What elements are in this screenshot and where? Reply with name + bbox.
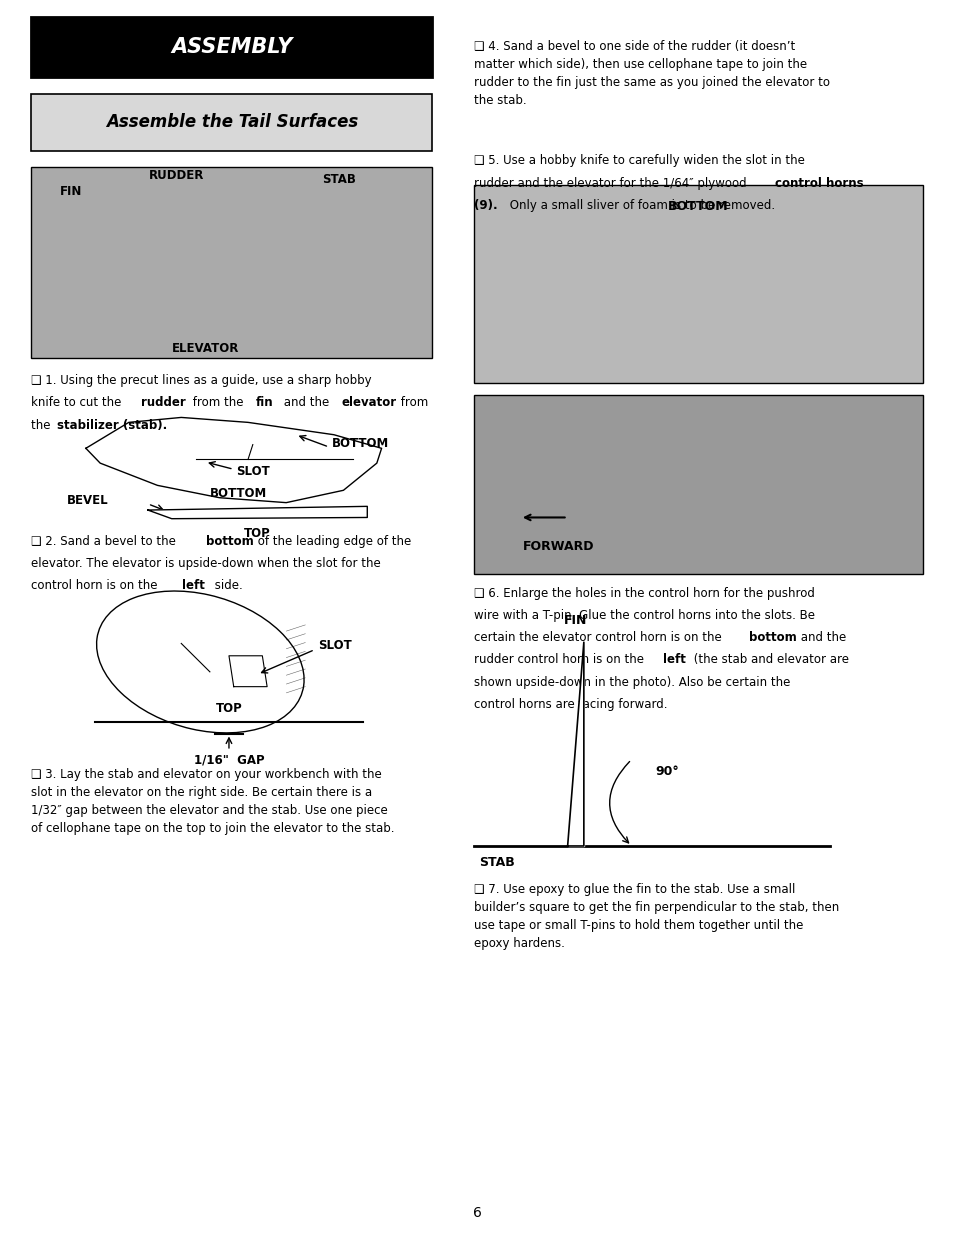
Text: (9).: (9). — [474, 199, 497, 212]
Text: and the: and the — [796, 631, 845, 645]
Text: rudder control horn is on the: rudder control horn is on the — [474, 653, 647, 667]
Text: SLOT: SLOT — [317, 640, 351, 652]
Text: BEVEL: BEVEL — [67, 494, 109, 506]
Text: ❑ 7. Use epoxy to glue the fin to the stab. Use a small
builder’s square to get : ❑ 7. Use epoxy to glue the fin to the st… — [474, 883, 839, 950]
Text: BOTTOM: BOTTOM — [667, 200, 728, 214]
Text: BOTTOM: BOTTOM — [210, 487, 267, 500]
Text: the: the — [31, 419, 54, 432]
Text: BOTTOM: BOTTOM — [332, 437, 389, 450]
FancyBboxPatch shape — [24, 12, 929, 1223]
Text: Only a small sliver of foam is to be removed.: Only a small sliver of foam is to be rem… — [505, 199, 774, 212]
FancyBboxPatch shape — [31, 94, 432, 151]
Text: shown upside-down in the photo). Also be certain the: shown upside-down in the photo). Also be… — [474, 676, 790, 689]
Text: (the stab and elevator are: (the stab and elevator are — [689, 653, 848, 667]
Text: FIN: FIN — [563, 614, 587, 627]
Text: 6: 6 — [472, 1205, 481, 1220]
Text: fin: fin — [255, 396, 273, 410]
Text: ASSEMBLY: ASSEMBLY — [171, 37, 293, 57]
Text: control horns are facing forward.: control horns are facing forward. — [474, 698, 667, 711]
Text: RUDDER: RUDDER — [149, 169, 204, 182]
Text: bottom: bottom — [748, 631, 796, 645]
Text: elevator. The elevator is upside-down when the slot for the: elevator. The elevator is upside-down wh… — [31, 557, 381, 571]
Text: left: left — [662, 653, 685, 667]
Text: wire with a T-pin. Glue the control horns into the slots. Be: wire with a T-pin. Glue the control horn… — [474, 609, 814, 622]
Text: ❑ 4. Sand a bevel to one side of the rudder (it doesn’t
matter which side), then: ❑ 4. Sand a bevel to one side of the rud… — [474, 40, 829, 106]
Text: ❑ 2. Sand a bevel to the: ❑ 2. Sand a bevel to the — [31, 535, 180, 548]
Text: ❑ 6. Enlarge the holes in the control horn for the pushrod: ❑ 6. Enlarge the holes in the control ho… — [474, 587, 814, 600]
FancyBboxPatch shape — [31, 167, 432, 358]
Text: rudder: rudder — [141, 396, 186, 410]
Text: 90°: 90° — [655, 766, 679, 778]
Text: 1/16"  GAP: 1/16" GAP — [193, 753, 264, 767]
Text: TOP: TOP — [244, 527, 271, 541]
FancyBboxPatch shape — [474, 395, 922, 574]
Polygon shape — [148, 506, 367, 519]
Text: and the: and the — [280, 396, 334, 410]
Text: from: from — [396, 396, 428, 410]
Text: STAB: STAB — [321, 173, 355, 185]
Text: Assemble the Tail Surfaces: Assemble the Tail Surfaces — [106, 114, 357, 131]
Text: FORWARD: FORWARD — [522, 540, 594, 553]
Text: ❑ 3. Lay the stab and elevator on your workbench with the
slot in the elevator o: ❑ 3. Lay the stab and elevator on your w… — [31, 768, 395, 835]
Text: rudder and the elevator for the 1/64″ plywood: rudder and the elevator for the 1/64″ pl… — [474, 177, 750, 190]
Text: control horns: control horns — [774, 177, 862, 190]
Polygon shape — [567, 642, 583, 846]
Text: knife to cut the: knife to cut the — [31, 396, 126, 410]
Text: STAB: STAB — [478, 856, 514, 869]
Text: left: left — [182, 579, 205, 593]
Text: of the leading edge of the: of the leading edge of the — [253, 535, 411, 548]
Text: TOP: TOP — [215, 701, 242, 715]
Text: certain the elevator control horn is on the: certain the elevator control horn is on … — [474, 631, 725, 645]
Text: FIN: FIN — [60, 185, 83, 198]
Text: bottom: bottom — [206, 535, 253, 548]
Text: ❑ 5. Use a hobby knife to carefully widen the slot in the: ❑ 5. Use a hobby knife to carefully wide… — [474, 154, 804, 168]
FancyBboxPatch shape — [474, 185, 922, 383]
Text: stabilizer (stab).: stabilizer (stab). — [57, 419, 168, 432]
Text: side.: side. — [211, 579, 242, 593]
FancyBboxPatch shape — [31, 17, 432, 77]
Text: control horn is on the: control horn is on the — [31, 579, 162, 593]
Text: SLOT: SLOT — [236, 466, 270, 478]
Text: ELEVATOR: ELEVATOR — [172, 342, 238, 354]
Text: ❑ 1. Using the precut lines as a guide, use a sharp hobby: ❑ 1. Using the precut lines as a guide, … — [31, 374, 372, 388]
Text: elevator: elevator — [341, 396, 396, 410]
Text: from the: from the — [189, 396, 247, 410]
